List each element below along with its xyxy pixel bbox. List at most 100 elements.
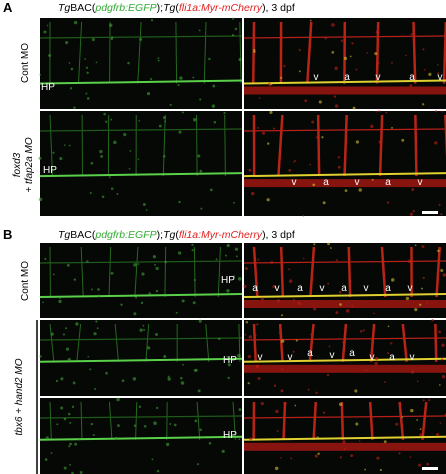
speckle bbox=[414, 244, 417, 247]
row-label: Cont MO bbox=[20, 261, 31, 301]
vessel bbox=[278, 323, 284, 362]
speckle bbox=[329, 247, 332, 249]
speckle bbox=[276, 299, 281, 303]
speckle bbox=[46, 24, 49, 27]
speckle bbox=[435, 432, 440, 437]
speckle bbox=[89, 191, 92, 195]
speckle bbox=[412, 209, 415, 213]
speckle bbox=[164, 120, 167, 123]
speckle bbox=[304, 99, 308, 102]
speckle bbox=[313, 243, 316, 246]
speckle bbox=[110, 118, 113, 121]
speckle bbox=[290, 457, 293, 460]
speckle bbox=[360, 329, 363, 333]
speckle bbox=[95, 61, 98, 64]
speckle bbox=[78, 438, 80, 441]
speckle bbox=[163, 354, 167, 358]
speckle bbox=[66, 263, 70, 267]
speckle bbox=[283, 402, 287, 406]
vessel bbox=[380, 246, 387, 298]
speckle bbox=[43, 30, 47, 34]
speckle bbox=[110, 187, 114, 190]
vessel bbox=[398, 401, 405, 440]
speckle bbox=[145, 358, 148, 361]
speckle bbox=[198, 319, 202, 323]
panel-label: A bbox=[3, 0, 13, 15]
speckle bbox=[376, 61, 380, 66]
speckle bbox=[65, 327, 68, 330]
speckle bbox=[440, 358, 444, 361]
speckle bbox=[255, 364, 260, 369]
vessel bbox=[39, 260, 243, 264]
speckle bbox=[99, 149, 103, 154]
row-label: tbx6 + hand2 MO bbox=[14, 358, 25, 435]
speckle bbox=[91, 37, 95, 42]
speckle bbox=[276, 429, 279, 433]
speckle bbox=[371, 178, 374, 181]
title-part: BAC( bbox=[70, 2, 96, 14]
speckle bbox=[162, 116, 166, 120]
speckle bbox=[364, 468, 367, 471]
speckle bbox=[407, 259, 412, 263]
speckle bbox=[211, 104, 216, 108]
speckle bbox=[129, 150, 132, 152]
speckle bbox=[150, 19, 154, 22]
vessel bbox=[49, 323, 55, 362]
speckle bbox=[68, 144, 71, 147]
title-part: fli1a:Myr-mCherry bbox=[179, 2, 263, 14]
speckle bbox=[355, 422, 359, 426]
speckle bbox=[391, 126, 393, 129]
vessel bbox=[251, 21, 256, 84]
speckle bbox=[177, 84, 180, 87]
vessel-annotation: HP bbox=[223, 355, 237, 366]
speckle bbox=[233, 201, 236, 204]
micrograph bbox=[40, 398, 242, 474]
speckle bbox=[436, 63, 439, 66]
speckle bbox=[260, 297, 264, 301]
speckle bbox=[227, 376, 230, 380]
vessel bbox=[39, 435, 243, 441]
title-part: BAC( bbox=[70, 229, 96, 241]
vessel bbox=[135, 401, 138, 440]
vessel bbox=[78, 21, 83, 84]
title-part: Tg bbox=[58, 2, 70, 14]
speckle bbox=[85, 92, 88, 95]
speckle bbox=[421, 245, 425, 249]
speckle bbox=[215, 258, 218, 261]
speckle bbox=[410, 287, 413, 289]
speckle bbox=[272, 285, 275, 288]
speckle bbox=[233, 275, 236, 278]
speckle bbox=[334, 66, 338, 71]
speckle bbox=[175, 311, 178, 314]
speckle bbox=[358, 188, 362, 192]
speckle bbox=[238, 57, 242, 62]
vessel bbox=[368, 401, 374, 440]
speckle bbox=[337, 156, 340, 159]
speckle bbox=[384, 381, 386, 383]
speckle bbox=[62, 333, 66, 336]
speckle bbox=[288, 168, 292, 172]
speckle bbox=[340, 39, 344, 43]
speckle bbox=[86, 97, 90, 100]
speckle bbox=[419, 303, 422, 306]
speckle bbox=[55, 379, 59, 383]
vessel bbox=[434, 323, 438, 362]
speckle bbox=[440, 110, 443, 113]
speckle bbox=[358, 440, 361, 442]
speckle bbox=[409, 456, 412, 458]
vessel bbox=[343, 114, 348, 177]
speckle bbox=[253, 48, 256, 52]
speckle bbox=[374, 52, 378, 56]
speckle bbox=[238, 438, 241, 441]
speckle bbox=[72, 381, 76, 385]
title-part: fli1a:Myr-mCherry bbox=[179, 229, 263, 241]
title-part: pdgfrb:EGFP bbox=[94, 229, 156, 241]
speckle bbox=[86, 260, 89, 263]
speckle bbox=[154, 263, 156, 266]
speckle bbox=[370, 124, 374, 129]
speckle bbox=[227, 435, 231, 439]
speckle bbox=[419, 428, 422, 431]
speckle bbox=[411, 187, 415, 191]
speckle bbox=[441, 374, 446, 379]
speckle bbox=[321, 136, 324, 139]
